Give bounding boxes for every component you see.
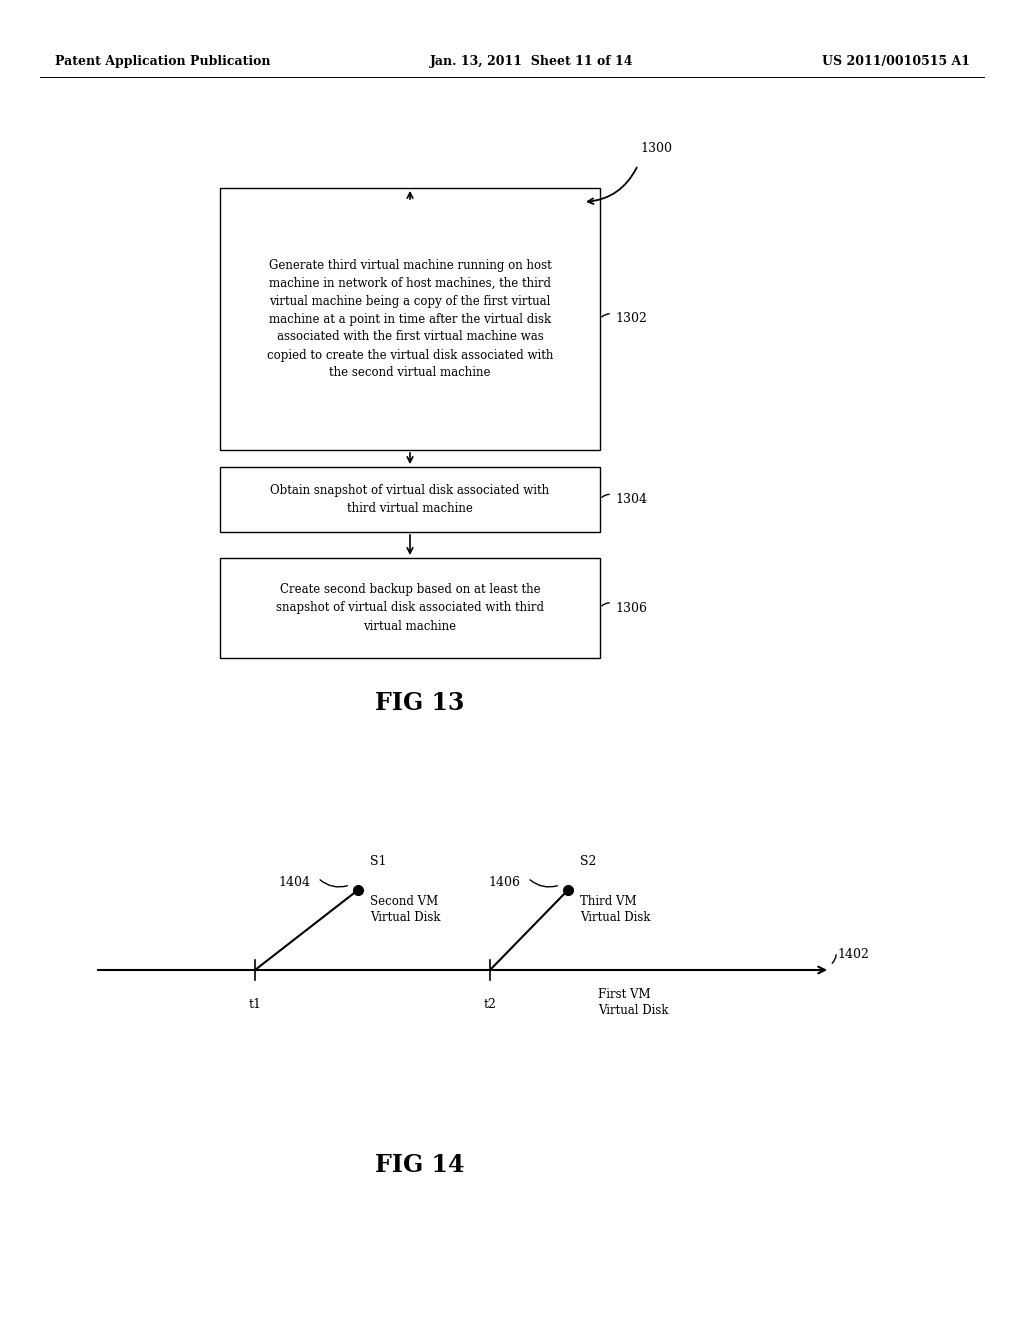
Text: 1404: 1404 [278, 875, 310, 888]
Text: Jan. 13, 2011  Sheet 11 of 14: Jan. 13, 2011 Sheet 11 of 14 [430, 55, 634, 69]
Text: 1406: 1406 [488, 875, 520, 888]
Text: 1304: 1304 [615, 492, 647, 506]
FancyBboxPatch shape [220, 467, 600, 532]
Text: Generate third virtual machine running on host
machine in network of host machin: Generate third virtual machine running o… [267, 259, 553, 380]
Text: 1300: 1300 [640, 143, 672, 154]
Text: 1306: 1306 [615, 602, 647, 615]
Text: 1402: 1402 [837, 949, 869, 961]
Text: Third VM
Virtual Disk: Third VM Virtual Disk [580, 895, 650, 924]
Text: Obtain snapshot of virtual disk associated with
third virtual machine: Obtain snapshot of virtual disk associat… [270, 484, 550, 515]
FancyBboxPatch shape [220, 558, 600, 657]
Text: Patent Application Publication: Patent Application Publication [55, 55, 270, 69]
Text: First VM
Virtual Disk: First VM Virtual Disk [598, 987, 669, 1016]
Text: S2: S2 [580, 855, 596, 869]
Text: FIG 14: FIG 14 [375, 1152, 465, 1177]
Text: Create second backup based on at least the
snapshot of virtual disk associated w: Create second backup based on at least t… [276, 583, 544, 632]
FancyBboxPatch shape [220, 187, 600, 450]
Text: t1: t1 [249, 998, 261, 1011]
Text: S1: S1 [370, 855, 386, 869]
Text: FIG 13: FIG 13 [376, 690, 465, 715]
Text: t2: t2 [483, 998, 497, 1011]
Text: US 2011/0010515 A1: US 2011/0010515 A1 [822, 55, 970, 69]
Text: Second VM
Virtual Disk: Second VM Virtual Disk [370, 895, 440, 924]
Text: 1302: 1302 [615, 313, 647, 326]
